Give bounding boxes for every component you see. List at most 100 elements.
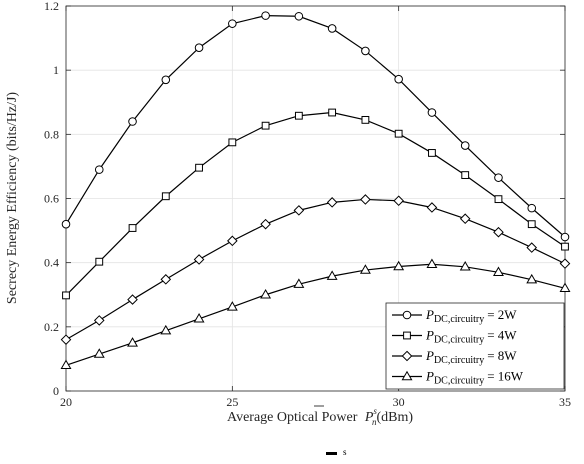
data-point-diamond: [227, 235, 238, 247]
series-layer: [60, 11, 571, 370]
x-tick-label: 20: [60, 395, 72, 409]
legend-label: PDC,circuitry = 8W: [425, 348, 517, 366]
data-point-circle: [228, 19, 237, 28]
data-point-square: [461, 171, 470, 179]
legend-marker-triangle: [401, 370, 413, 381]
y-axis-label: Secrecy Energy Efficiency (bits/Hz/J): [5, 92, 20, 304]
data-point-square: [261, 121, 270, 130]
x-tick-label: 35: [559, 395, 571, 409]
chart: 20 25 30 35 0 0.2 0.4 0.6 0.8 1 1.2 Secrecy Energy…: [5, 0, 571, 427]
y-tick-label: 0.4: [44, 256, 59, 270]
data-point-triangle: [260, 288, 272, 299]
data-point-diamond: [127, 294, 138, 305]
legend-entry: PDC,circuitry = 4W: [392, 328, 517, 346]
data-point-triangle: [60, 359, 72, 370]
data-point-triangle: [226, 301, 238, 311]
legend-entry: PDC,circuitry = 16W: [392, 369, 524, 387]
series-4: [60, 258, 571, 370]
data-point-diamond: [93, 315, 105, 326]
data-point-circle: [394, 74, 403, 84]
data-point-triangle: [459, 261, 471, 271]
data-point-triangle: [293, 278, 305, 288]
data-point-circle: [261, 11, 270, 20]
data-point-circle: [361, 46, 370, 56]
data-point-square: [428, 149, 436, 157]
data-point-circle: [94, 165, 104, 174]
legend-box: [385, 302, 565, 390]
data-point-diamond: [459, 213, 471, 225]
data-point-triangle: [359, 264, 371, 274]
legend-entry: PDC,circuitry = 2W: [392, 307, 517, 325]
data-point-square: [361, 115, 370, 124]
data-point-triangle: [426, 258, 438, 268]
legend-label: PDC,circuitry = 4W: [425, 328, 517, 346]
y-tick-label: 0: [53, 384, 59, 398]
data-point-diamond: [260, 218, 271, 230]
data-point-triangle: [493, 266, 504, 276]
data-point-circle: [128, 117, 137, 126]
data-point-circle: [327, 24, 337, 33]
data-point-square: [161, 192, 170, 201]
data-point-diamond: [559, 258, 571, 269]
data-point-circle: [161, 75, 171, 85]
data-point-diamond: [393, 195, 404, 207]
data-point-square: [561, 242, 569, 251]
data-point-square: [128, 224, 137, 232]
legend: PDC,circuitry = 2W PDC,circuitry = 4W PDC,ci…: [385, 302, 565, 390]
data-point-diamond: [526, 242, 538, 253]
data-point-circle: [61, 219, 71, 229]
data-point-circle: [560, 232, 570, 242]
data-point-triangle: [127, 337, 138, 347]
data-point-square: [394, 129, 403, 138]
y-tick-label: 0.2: [44, 320, 59, 334]
caption-symbol: s: [343, 447, 347, 457]
legend-marker-circle: [402, 310, 412, 320]
legend-entry: PDC,circuitry = 8W: [392, 348, 517, 366]
data-point-square: [527, 220, 536, 229]
x-tick-label: 30: [393, 395, 405, 409]
data-point-square: [95, 257, 104, 266]
data-point-triangle: [559, 282, 571, 293]
y-tick-label: 1: [53, 63, 59, 77]
data-point-circle: [427, 108, 437, 117]
data-point-circle: [460, 141, 470, 150]
x-tick-label: 25: [226, 395, 238, 409]
series-line: [65, 15, 566, 238]
data-point-circle: [494, 173, 503, 182]
data-point-triangle: [393, 260, 405, 271]
caption-overbar: [326, 452, 337, 455]
data-point-diamond: [326, 197, 338, 208]
data-point-triangle: [93, 348, 105, 358]
series-1: [61, 11, 570, 242]
legend-label: PDC,circuitry = 2W: [425, 307, 517, 325]
data-point-diamond: [160, 274, 172, 285]
legend-marker-square: [403, 331, 411, 340]
data-point-diamond: [193, 254, 205, 265]
legend-marker-diamond: [401, 350, 413, 362]
data-point-triangle: [526, 273, 538, 284]
y-tick-label: 1.2: [44, 0, 59, 13]
data-point-circle: [527, 203, 537, 213]
axis-ticks: 20 25 30 35 0 0.2 0.4 0.6 0.8 1 1.2: [44, 0, 571, 409]
data-point-diamond: [60, 334, 72, 345]
data-point-triangle: [160, 324, 172, 335]
data-point-triangle: [193, 313, 205, 323]
data-point-square: [228, 138, 237, 147]
data-point-diamond: [426, 202, 438, 213]
data-point-triangle: [326, 270, 338, 280]
data-point-square: [195, 163, 203, 172]
y-tick-label: 0.8: [44, 127, 59, 141]
series-line: [65, 198, 566, 341]
x-axis-label: Average Optical Power Ps n(dBm): [227, 406, 413, 427]
data-point-square: [62, 291, 70, 300]
data-point-square: [328, 108, 337, 117]
y-tick-label: 0.6: [44, 192, 59, 206]
data-point-diamond: [293, 205, 305, 216]
legend-label: PDC,circuitry = 16W: [425, 369, 524, 387]
series-3: [60, 194, 571, 345]
data-point-diamond: [360, 194, 371, 205]
data-point-circle: [294, 11, 304, 21]
data-point-square: [294, 111, 303, 120]
data-point-diamond: [493, 226, 504, 238]
series-line: [65, 111, 566, 296]
